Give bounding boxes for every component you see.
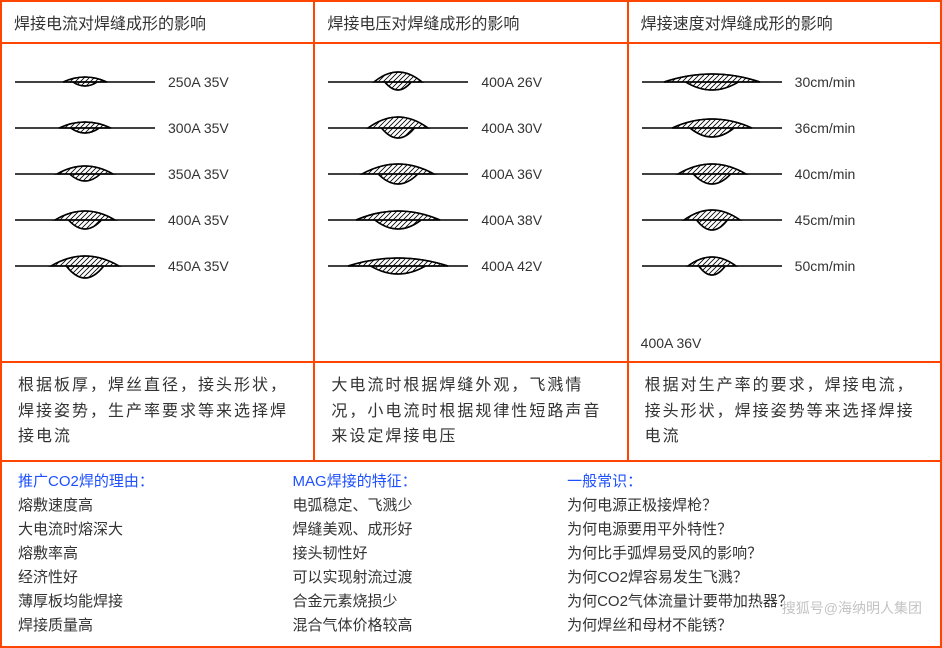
list-header: 推广CO2焊的理由： (18, 470, 293, 494)
weld-bead-icon (637, 246, 787, 286)
list-header: 一般常识： (567, 470, 924, 494)
weld-bead-icon (323, 200, 473, 240)
weld-bead-icon (637, 200, 787, 240)
bead-label: 300A 35V (168, 120, 229, 136)
bead-label: 250A 35V (168, 74, 229, 90)
bead-label: 450A 35V (168, 258, 229, 274)
weld-bead-icon (323, 62, 473, 102)
list-item: 为何电源要用平外特性？ (567, 518, 924, 542)
bead-row: 400A 30V (323, 108, 618, 148)
bead-label: 40cm/min (795, 166, 856, 182)
bead-label: 400A 35V (168, 212, 229, 228)
list-item: 合金元素烧损少 (293, 590, 568, 614)
weld-bead-icon (10, 154, 160, 194)
bead-row: 250A 35V (10, 62, 305, 102)
bead-label: 400A 38V (481, 212, 542, 228)
bead-label: 50cm/min (795, 258, 856, 274)
bead-label: 36cm/min (795, 120, 856, 136)
bead-label: 400A 42V (481, 258, 542, 274)
weld-bead-icon (637, 154, 787, 194)
header-voltage: 焊接电压对焊缝成形的影响 (315, 2, 628, 42)
bead-label: 400A 30V (481, 120, 542, 136)
note-current: 根据板厚，焊丝直径，接头形状，焊接姿势，生产率要求等来选择焊接电流 (2, 363, 315, 460)
list-item: 大电流时熔深大 (18, 518, 293, 542)
bead-row: 350A 35V (10, 154, 305, 194)
bead-row: 36cm/min (637, 108, 932, 148)
list-item: 焊缝美观、成形好 (293, 518, 568, 542)
list-item: 经济性好 (18, 566, 293, 590)
weld-bead-icon (637, 108, 787, 148)
bead-row: 30cm/min (637, 62, 932, 102)
list-item: 电弧稳定、飞溅少 (293, 494, 568, 518)
weld-bead-icon (10, 200, 160, 240)
bead-row: 400A 38V (323, 200, 618, 240)
list-item: 熔敷率高 (18, 542, 293, 566)
notes-row: 根据板厚，焊丝直径，接头形状，焊接姿势，生产率要求等来选择焊接电流 大电流时根据… (2, 363, 940, 462)
note-voltage: 大电流时根据焊缝外观，飞溅情况，小电流时根据规律性短路声音来设定焊接电压 (315, 363, 628, 460)
weld-bead-icon (10, 62, 160, 102)
note-speed: 根据对生产率的要求，焊接电流，接头形状，焊接姿势等来选择焊接电流 (629, 363, 940, 460)
bead-row: 400A 36V (323, 154, 618, 194)
header-speed: 焊接速度对焊缝成形的影响 (629, 2, 940, 42)
list-general: 一般常识：为何电源正极接焊枪？为何电源要用平外特性？为何比手弧焊易受风的影响？为… (567, 470, 924, 638)
bead-row: 450A 35V (10, 246, 305, 286)
list-item: 为何焊丝和母材不能锈？ (567, 614, 924, 638)
bead-label: 45cm/min (795, 212, 856, 228)
bead-row: 400A 42V (323, 246, 618, 286)
list-item: 焊接质量高 (18, 614, 293, 638)
weld-bead-icon (10, 246, 160, 286)
weld-bead-icon (323, 246, 473, 286)
list-item: 为何电源正极接焊枪？ (567, 494, 924, 518)
weld-bead-icon (637, 62, 787, 102)
col-speed: 30cm/min 36cm/min 40cm/min 45cm/min 50cm… (629, 44, 940, 361)
bead-row: 45cm/min (637, 200, 932, 240)
weld-bead-icon (10, 108, 160, 148)
header-row: 焊接电流对焊缝成形的影响 焊接电压对焊缝成形的影响 焊接速度对焊缝成形的影响 (2, 2, 940, 44)
list-mag: MAG焊接的特征：电弧稳定、飞溅少焊缝美观、成形好接头韧性好可以实现射流过渡合金… (293, 470, 568, 638)
header-current: 焊接电流对焊缝成形的影响 (2, 2, 315, 42)
lists-row: 推广CO2焊的理由：熔敷速度高大电流时熔深大熔敷率高经济性好薄厚板均能焊接焊接质… (2, 462, 940, 646)
bead-label: 400A 26V (481, 74, 542, 90)
col-voltage: 400A 26V 400A 30V 400A 36V 400A 38V (315, 44, 628, 361)
list-item: 熔敷速度高 (18, 494, 293, 518)
list-item: 为何CO2气体流量计要带加热器？ (567, 590, 924, 614)
bead-label: 30cm/min (795, 74, 856, 90)
bead-row: 400A 35V (10, 200, 305, 240)
list-item: 接头韧性好 (293, 542, 568, 566)
weld-bead-icon (323, 108, 473, 148)
diagram-container: 焊接电流对焊缝成形的影响 焊接电压对焊缝成形的影响 焊接速度对焊缝成形的影响 2… (0, 0, 942, 648)
col-current: 250A 35V 300A 35V 350A 35V 400A 35V (2, 44, 315, 361)
bead-row: 300A 35V (10, 108, 305, 148)
list-item: 为何比手弧焊易受风的影响？ (567, 542, 924, 566)
speed-params-note: 400A 36V (641, 335, 702, 351)
bead-row: 40cm/min (637, 154, 932, 194)
diagram-row: 250A 35V 300A 35V 350A 35V 400A 35V (2, 44, 940, 363)
bead-row: 50cm/min (637, 246, 932, 286)
bead-row: 400A 26V (323, 62, 618, 102)
bead-label: 400A 36V (481, 166, 542, 182)
list-co2: 推广CO2焊的理由：熔敷速度高大电流时熔深大熔敷率高经济性好薄厚板均能焊接焊接质… (18, 470, 293, 638)
list-item: 可以实现射流过渡 (293, 566, 568, 590)
list-item: 混合气体价格较高 (293, 614, 568, 638)
list-item: 为何CO2焊容易发生飞溅？ (567, 566, 924, 590)
weld-bead-icon (323, 154, 473, 194)
list-item: 薄厚板均能焊接 (18, 590, 293, 614)
list-header: MAG焊接的特征： (293, 470, 568, 494)
bead-label: 350A 35V (168, 166, 229, 182)
